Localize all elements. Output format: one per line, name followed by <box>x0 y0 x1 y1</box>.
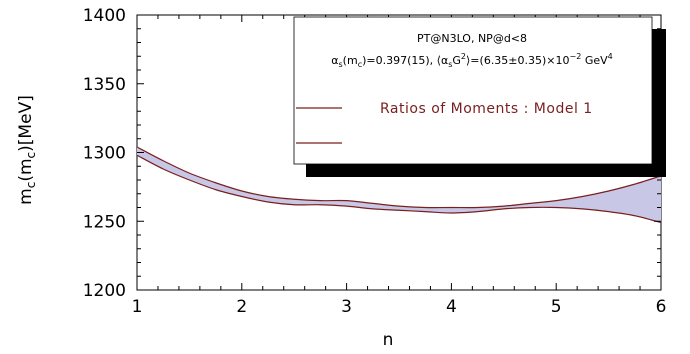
band-lower-line <box>136 154 662 224</box>
x-tick-label: 1 <box>132 297 143 317</box>
x-tick-label: 3 <box>341 297 352 317</box>
x-tick-label: 6 <box>656 297 667 317</box>
legend: PT@N3LO, NP@d<8 αs(mc)=0.397(15), ⟨αsG2⟩… <box>293 16 666 177</box>
axis-ticks: 1 2 3 4 5 6 1200 1250 1300 1350 1400 <box>83 6 667 317</box>
y-tick-label: 1200 <box>83 281 126 301</box>
y-tick-label: 1400 <box>83 6 126 26</box>
x-axis-title: n <box>383 330 394 350</box>
band-layer <box>136 146 662 224</box>
x-tick-label: 4 <box>446 297 457 317</box>
legend-series-label: Ratios of Moments : Model 1 <box>380 101 593 117</box>
legend-box <box>293 16 653 165</box>
band-upper-line <box>136 146 662 209</box>
x-tick-label: 5 <box>551 297 562 317</box>
y-axis-title: mc(mc)[MeV] <box>16 95 38 205</box>
y-tick-label: 1350 <box>83 75 126 95</box>
legend-line-2: αs(mc)=0.397(15), ⟨αsG2⟩=(6.35±0.35)×10−… <box>331 52 613 69</box>
y-tick-label: 1250 <box>83 212 126 232</box>
y-tick-label: 1300 <box>83 144 126 164</box>
legend-line-1: PT@N3LO, NP@d<8 <box>417 32 527 45</box>
x-tick-label: 2 <box>236 297 247 317</box>
